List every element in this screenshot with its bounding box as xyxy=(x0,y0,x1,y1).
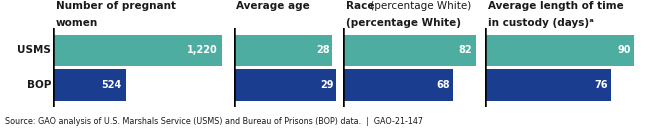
Bar xyxy=(234,35,332,66)
Bar xyxy=(234,69,336,101)
Text: USMS: USMS xyxy=(18,45,51,55)
Text: 29: 29 xyxy=(320,80,333,90)
Text: 1,220: 1,220 xyxy=(187,45,218,55)
Bar xyxy=(53,69,125,101)
Text: Race: Race xyxy=(346,1,374,11)
Text: (percentage White): (percentage White) xyxy=(367,1,471,11)
Bar xyxy=(343,69,453,101)
Text: 82: 82 xyxy=(459,45,473,55)
Bar xyxy=(485,69,611,101)
Text: Number of pregnant: Number of pregnant xyxy=(56,1,176,11)
Text: women: women xyxy=(56,18,98,28)
Text: 76: 76 xyxy=(594,80,607,90)
Bar xyxy=(485,35,634,66)
Text: 68: 68 xyxy=(436,80,450,90)
Text: 90: 90 xyxy=(617,45,630,55)
Text: 28: 28 xyxy=(317,45,330,55)
Text: Average length of time: Average length of time xyxy=(488,1,623,11)
Text: Source: GAO analysis of U.S. Marshals Service (USMS) and Bureau of Prisons (BOP): Source: GAO analysis of U.S. Marshals Se… xyxy=(5,117,423,126)
Text: Average age: Average age xyxy=(237,1,310,11)
Bar xyxy=(53,35,222,66)
Text: 524: 524 xyxy=(101,80,122,90)
Text: in custody (days)ᵃ: in custody (days)ᵃ xyxy=(488,18,593,28)
Text: BOP: BOP xyxy=(27,80,51,90)
Bar xyxy=(343,35,476,66)
Text: (percentage White): (percentage White) xyxy=(346,18,461,28)
